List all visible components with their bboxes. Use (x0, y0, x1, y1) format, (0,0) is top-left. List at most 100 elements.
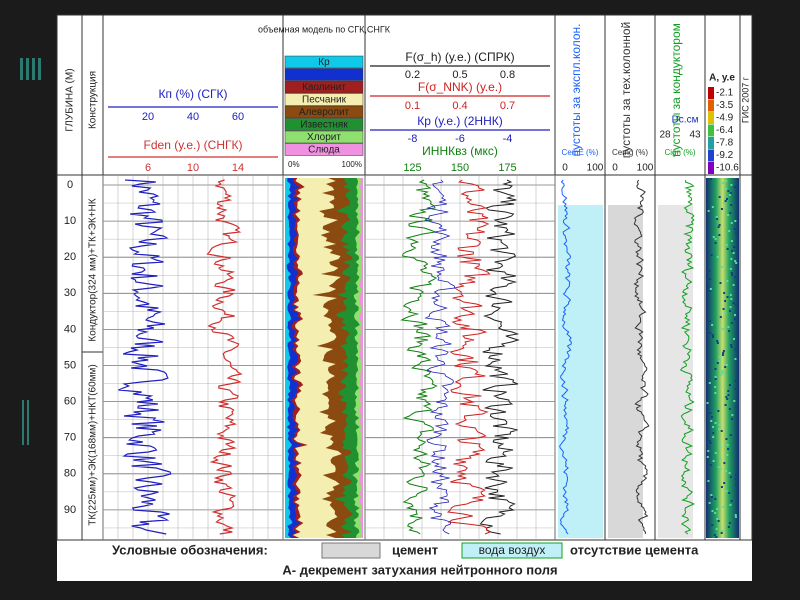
decrement-streak (708, 502, 711, 504)
decrement-streak (714, 422, 717, 424)
decrement-streak (721, 370, 724, 372)
decrement-streak (728, 408, 731, 410)
decrement-streak (708, 320, 711, 322)
decrement-streak (725, 244, 728, 246)
decrement-streak (718, 234, 721, 236)
legend-title: Условные обозначения: (112, 542, 268, 557)
decrement-streak (724, 312, 727, 314)
decrement-streak (719, 458, 722, 460)
decrement-streak (721, 530, 724, 532)
decrement-body (706, 178, 739, 538)
decrement-streak (716, 342, 719, 344)
decrement-streak (718, 424, 721, 426)
decrement-streak (730, 298, 733, 300)
lithology-swatch (284, 130, 364, 144)
decrement-streak (733, 246, 736, 248)
scale-tick: 0.7 (500, 100, 515, 112)
slide-decor (20, 58, 41, 445)
decrement-streak (716, 362, 719, 364)
decrement-streak (720, 266, 723, 268)
decrement-streak (712, 426, 715, 428)
decrement-streak (726, 296, 729, 298)
decrement-streak (728, 230, 731, 232)
decrement-streak (722, 506, 725, 508)
construction-lower: ТК(225мм)+ЭК(168мм)+НКТ(60мм) (88, 364, 99, 526)
lithology-swatch (284, 80, 364, 94)
scale-tick: 175 (498, 162, 516, 174)
voids-tick: 28 (659, 130, 671, 141)
scale-tick: 0.4 (452, 100, 467, 112)
decrement-streak (706, 456, 709, 458)
scale-tick: -4 (503, 133, 513, 145)
decrement-tick: -9.2 (716, 150, 734, 161)
decrement-streak (726, 454, 729, 456)
decrement-streak (729, 192, 732, 194)
decrement-streak (729, 310, 732, 312)
scale-label: F(σ_h) (у.е.) (СПРК) (405, 50, 514, 64)
decrement-streak (714, 386, 717, 388)
decrement-streak (732, 284, 735, 286)
decrement-streak (707, 450, 710, 452)
decrement-streak (731, 274, 734, 276)
depth-tick-label: 30 (64, 287, 76, 299)
void-curve (679, 179, 696, 535)
decrement-streak (734, 478, 737, 480)
decrement-streak (717, 520, 720, 522)
decrement-streak (719, 282, 722, 284)
decrement-streak (717, 410, 720, 412)
decrement-streak (726, 444, 729, 446)
decrement-streak (730, 418, 733, 420)
decrement-streak (716, 508, 719, 510)
voids-tick: 0 (562, 163, 568, 174)
kp2-curve (479, 179, 520, 535)
decrement-streak (721, 354, 724, 356)
void-curve (559, 179, 572, 535)
decrement-streak (727, 448, 730, 450)
depth-label: ГЛУБИНА (М) (65, 68, 76, 131)
decrement-streak (715, 216, 718, 218)
decrement-streak (734, 318, 737, 320)
decrement-tick: -4.9 (716, 113, 734, 124)
decrement-streak (735, 406, 738, 408)
scale-tick: 0.5 (452, 69, 467, 81)
voids-tick: 0 (612, 163, 618, 174)
decrement-streak (709, 332, 712, 334)
scale-label: Кп (%) (СГК) (159, 87, 228, 101)
lithology-swatch (284, 118, 364, 131)
lithology-scale: 0% (288, 160, 300, 169)
void-curve (633, 179, 650, 535)
decrement-streak (712, 432, 715, 434)
construction-upper: Кондуктор(324 мм)+ТК+ЭК+НК (88, 198, 99, 341)
decrement-streak (711, 334, 714, 336)
scale-tick: -8 (408, 133, 418, 145)
lithology-item: Слюда (308, 145, 340, 156)
decrement-streak (734, 380, 737, 382)
decrement-streak (714, 452, 717, 454)
decrement-streak (735, 474, 738, 476)
decrement-streak (723, 292, 726, 294)
decrement-streak (734, 348, 737, 350)
decrement-streak (735, 262, 738, 264)
fden-curve (206, 179, 243, 535)
decrement-streak (723, 202, 726, 204)
scale-tick: 125 (403, 162, 421, 174)
decrement-streak (722, 308, 725, 310)
depth-tick-label: 20 (64, 251, 76, 263)
decrement-streak (709, 442, 712, 444)
lithology-item: Хлорит (307, 132, 341, 143)
decrement-swatch (708, 149, 714, 162)
decrement-streak (734, 276, 737, 278)
decrement-streak (714, 238, 717, 240)
decrement-streak (723, 462, 726, 464)
decrement-tick: -7.8 (716, 138, 734, 149)
decrement-streak (726, 398, 729, 400)
decrement-streak (734, 220, 737, 222)
decrement-streak (719, 446, 722, 448)
decrement-streak (726, 248, 729, 250)
voids-scale: Cign (%) (664, 148, 695, 157)
decrement-streak (715, 528, 718, 530)
decrement-streak (714, 368, 717, 370)
decrement-streak (726, 214, 729, 216)
decrement-streak (727, 390, 730, 392)
voids-tick: 100 (637, 163, 654, 174)
